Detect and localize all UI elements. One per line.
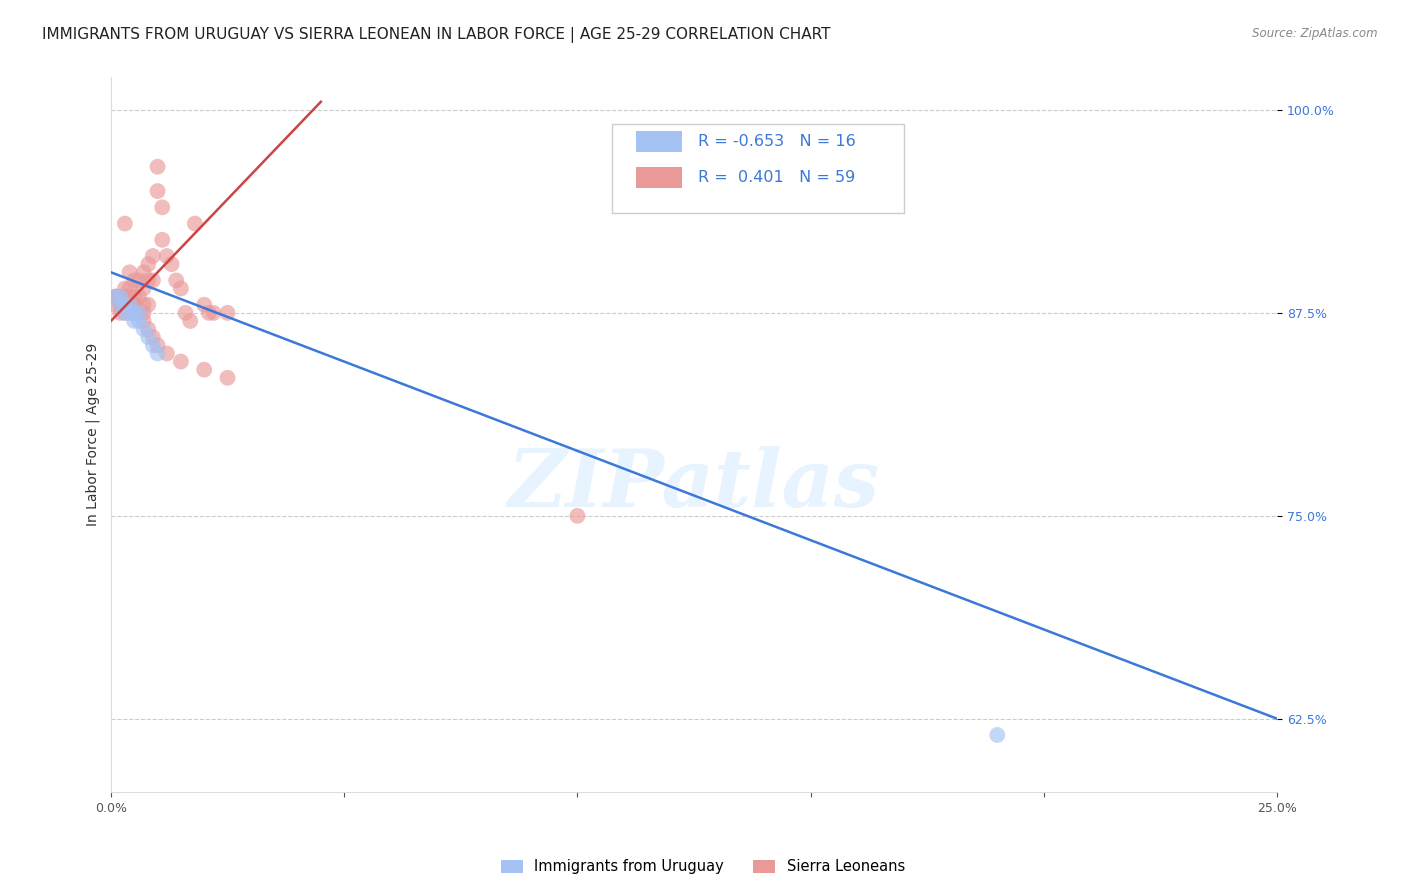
Point: [136, 273, 159, 287]
Point: [122, 273, 145, 287]
Point: [118, 265, 141, 279]
Point: [150, 233, 173, 247]
Point: [142, 330, 165, 344]
Point: [174, 306, 197, 320]
Point: [136, 298, 159, 312]
Point: [193, 298, 215, 312]
Point: [156, 249, 179, 263]
Point: [122, 314, 145, 328]
Point: [122, 290, 145, 304]
Text: IMMIGRANTS FROM URUGUAY VS SIERRA LEONEAN IN LABOR FORCE | AGE 25-29 CORRELATION: IMMIGRANTS FROM URUGUAY VS SIERRA LEONEA…: [42, 27, 831, 43]
Point: [193, 362, 215, 376]
Point: [198, 306, 221, 320]
Point: [142, 249, 165, 263]
Point: [114, 298, 136, 312]
Point: [146, 160, 169, 174]
Point: [114, 281, 136, 295]
Point: [118, 290, 141, 304]
Point: [146, 338, 169, 352]
Point: [179, 314, 201, 328]
Point: [156, 346, 179, 360]
Point: [104, 298, 127, 312]
Point: [132, 306, 155, 320]
Point: [122, 306, 145, 320]
Point: [128, 306, 150, 320]
Point: [136, 257, 159, 271]
Point: [170, 354, 193, 368]
Point: [184, 217, 207, 231]
Point: [118, 298, 141, 312]
Point: [128, 273, 150, 287]
Point: [114, 217, 136, 231]
Text: R =  0.401   N = 59: R = 0.401 N = 59: [697, 170, 855, 185]
FancyBboxPatch shape: [636, 131, 682, 153]
FancyBboxPatch shape: [636, 167, 682, 188]
Point: [160, 257, 183, 271]
Point: [104, 290, 127, 304]
Point: [132, 322, 155, 336]
Point: [122, 298, 145, 312]
Point: [104, 290, 127, 304]
Point: [142, 273, 165, 287]
Point: [986, 728, 1008, 742]
Point: [165, 273, 187, 287]
Point: [146, 184, 169, 198]
Point: [114, 290, 136, 304]
Point: [132, 314, 155, 328]
Point: [128, 290, 150, 304]
Point: [118, 281, 141, 295]
Text: ZIPatlas: ZIPatlas: [508, 446, 880, 524]
Point: [142, 338, 165, 352]
Point: [122, 298, 145, 312]
Point: [110, 290, 132, 304]
Legend: Immigrants from Uruguay, Sierra Leoneans: Immigrants from Uruguay, Sierra Leoneans: [495, 854, 911, 880]
Point: [122, 306, 145, 320]
Point: [132, 281, 155, 295]
Point: [110, 290, 132, 304]
Point: [118, 306, 141, 320]
Point: [128, 314, 150, 328]
Y-axis label: In Labor Force | Age 25-29: In Labor Force | Age 25-29: [86, 343, 100, 526]
Point: [202, 306, 225, 320]
Point: [110, 298, 132, 312]
Point: [132, 298, 155, 312]
Point: [114, 306, 136, 320]
Point: [114, 298, 136, 312]
Text: Source: ZipAtlas.com: Source: ZipAtlas.com: [1253, 27, 1378, 40]
Text: R = -0.653   N = 16: R = -0.653 N = 16: [697, 134, 855, 149]
Point: [170, 281, 193, 295]
Point: [136, 322, 159, 336]
Point: [104, 290, 127, 304]
Point: [110, 298, 132, 312]
Point: [567, 508, 589, 523]
FancyBboxPatch shape: [613, 124, 904, 213]
Point: [136, 330, 159, 344]
Point: [146, 346, 169, 360]
Point: [110, 306, 132, 320]
Point: [114, 306, 136, 320]
Point: [150, 200, 173, 214]
Point: [217, 371, 239, 385]
Point: [118, 306, 141, 320]
Point: [132, 265, 155, 279]
Point: [128, 306, 150, 320]
Point: [128, 306, 150, 320]
Point: [118, 298, 141, 312]
Point: [217, 306, 239, 320]
Point: [110, 298, 132, 312]
